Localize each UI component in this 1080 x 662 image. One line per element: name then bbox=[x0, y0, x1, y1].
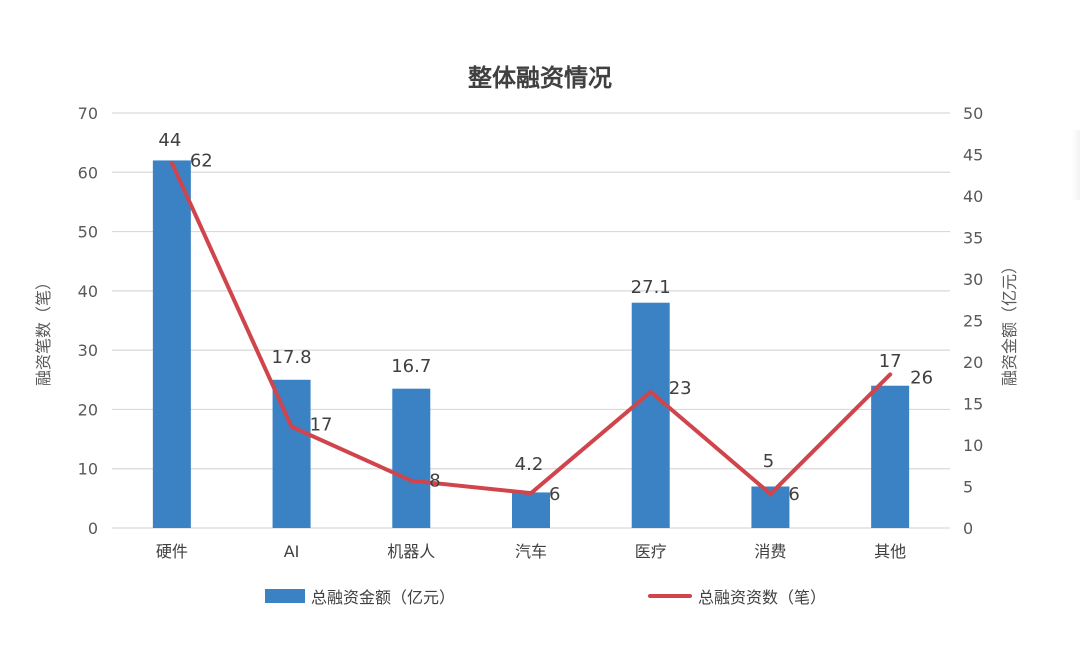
bar bbox=[152, 160, 191, 528]
x-tick-label: 机器人 bbox=[387, 542, 435, 561]
y-right-tick: 35 bbox=[963, 229, 983, 248]
y-left-tick: 40 bbox=[78, 282, 98, 301]
y-right-tick: 0 bbox=[963, 519, 973, 538]
bar-data-label: 6 bbox=[549, 484, 560, 505]
bar bbox=[871, 385, 910, 528]
y-left-tick: 50 bbox=[78, 223, 98, 242]
bar bbox=[631, 302, 670, 528]
x-tick-label: 其他 bbox=[874, 542, 906, 561]
x-tick-label: 硬件 bbox=[156, 542, 188, 561]
x-tick-label: AI bbox=[284, 542, 300, 561]
x-tick-label: 消费 bbox=[754, 542, 786, 561]
line-data-label: 16.7 bbox=[391, 356, 431, 377]
bar bbox=[512, 492, 550, 528]
y-right-tick: 45 bbox=[963, 146, 983, 165]
bar bbox=[272, 379, 311, 528]
y-right-tick: 50 bbox=[963, 104, 983, 123]
y-left-tick: 20 bbox=[78, 400, 98, 419]
legend-line-label: 总融资资数（笔） bbox=[698, 588, 827, 607]
x-tick-label: 医疗 bbox=[635, 542, 667, 561]
legend-item-line[interactable]: 总融资资数（笔） bbox=[648, 585, 826, 607]
y-right-tick: 10 bbox=[963, 436, 983, 455]
y-left-tick: 0 bbox=[88, 519, 98, 538]
bar-data-label: 8 bbox=[429, 471, 440, 492]
y-right-tick: 25 bbox=[963, 312, 983, 331]
y-right-tick: 20 bbox=[963, 353, 983, 372]
y-right-tick: 5 bbox=[963, 478, 973, 497]
line-series bbox=[169, 160, 893, 497]
y-left-tick: 30 bbox=[78, 341, 98, 360]
line-data-label: 4.2 bbox=[515, 454, 544, 475]
y-right-tick: 15 bbox=[963, 395, 983, 414]
chart-title: 整体融资情况 bbox=[468, 64, 612, 92]
legend-bar-swatch-icon bbox=[265, 589, 305, 603]
edge-shadow bbox=[1072, 130, 1080, 200]
legend-line-swatch-icon bbox=[648, 594, 692, 598]
line-data-label: 17 bbox=[879, 351, 902, 372]
bar-data-label: 6 bbox=[788, 484, 799, 505]
y-left-tick: 10 bbox=[78, 460, 98, 479]
line-data-label: 27.1 bbox=[631, 277, 671, 298]
y-left-tick: 60 bbox=[78, 163, 98, 182]
line-data-label: 17.8 bbox=[272, 347, 312, 368]
bar-data-label: 26 bbox=[910, 368, 933, 389]
line-data-label: 5 bbox=[763, 451, 774, 472]
bar bbox=[392, 388, 431, 528]
y-right-tick: 40 bbox=[963, 187, 983, 206]
x-tick-label: 汽车 bbox=[515, 542, 547, 561]
y-right-tick: 30 bbox=[963, 270, 983, 289]
bar-data-label: 62 bbox=[190, 150, 213, 171]
bar-data-label: 17 bbox=[310, 415, 333, 436]
line-data-label: 44 bbox=[158, 130, 181, 151]
legend-bar-label: 总融资金额（亿元） bbox=[311, 588, 456, 607]
y-left-tick: 70 bbox=[78, 104, 98, 123]
bar-data-label: 23 bbox=[669, 378, 692, 399]
legend-item-bar[interactable]: 总融资金额（亿元） bbox=[265, 585, 455, 607]
